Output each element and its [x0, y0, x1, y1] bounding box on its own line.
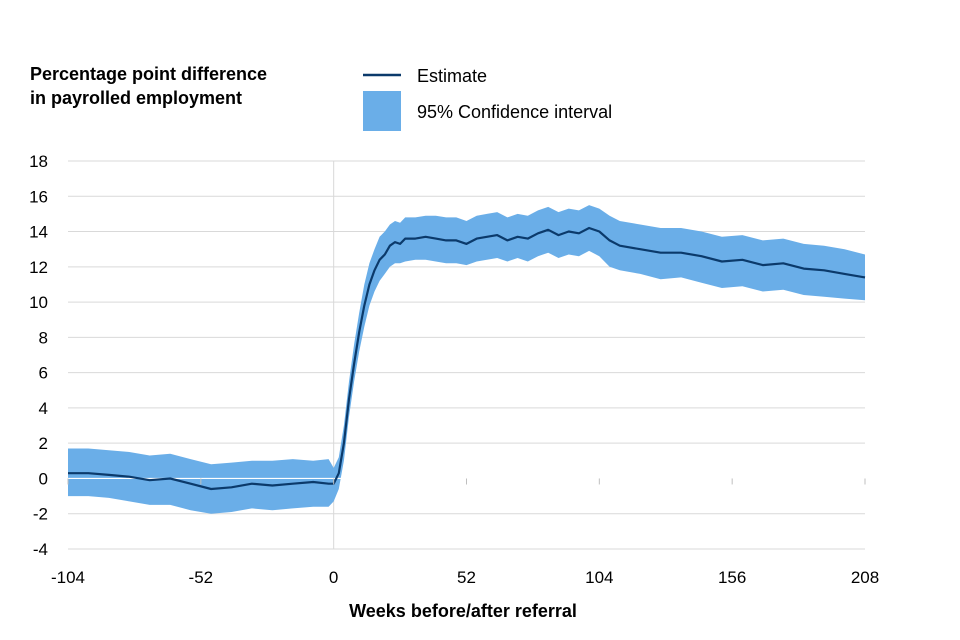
y-tick-label: 2	[39, 434, 48, 453]
y-tick-label: 4	[39, 399, 48, 418]
y-tick-label: 14	[29, 223, 48, 242]
x-tick-label: 52	[457, 568, 476, 587]
x-tick-label: 0	[329, 568, 338, 587]
legend-ci-swatch	[363, 91, 401, 131]
legend-estimate-label: Estimate	[417, 66, 487, 86]
legend: Estimate 95% Confidence interval	[363, 66, 612, 131]
x-tick-label: 156	[718, 568, 746, 587]
x-tick-label: -104	[51, 568, 85, 587]
y-tick-label: 8	[39, 328, 48, 347]
x-axis-ticks: -104 -52 0 52 104 156 208	[51, 478, 879, 587]
y-axis-ticks: -4 -2 0 2 4 6 8 10 12 14 16 18	[29, 152, 48, 559]
legend-ci-label: 95% Confidence interval	[417, 102, 612, 122]
x-tick-label: -52	[189, 568, 214, 587]
y-tick-label: 16	[29, 187, 48, 206]
y-axis-title-line-1: Percentage point difference	[30, 64, 267, 84]
y-tick-label: -4	[33, 540, 48, 559]
y-tick-label: 12	[29, 258, 48, 277]
y-tick-label: 6	[39, 364, 48, 383]
y-tick-label: 0	[39, 469, 48, 488]
x-axis-title: Weeks before/after referral	[349, 601, 577, 621]
x-tick-label: 208	[851, 568, 879, 587]
estimate-line	[68, 226, 866, 491]
confidence-interval-band	[68, 205, 865, 514]
y-tick-label: -2	[33, 505, 48, 524]
y-tick-label: 18	[29, 152, 48, 171]
plot-area	[68, 160, 866, 550]
y-axis-title-line-2: in payrolled employment	[30, 88, 242, 108]
x-tick-label: 104	[585, 568, 613, 587]
y-tick-label: 10	[29, 293, 48, 312]
